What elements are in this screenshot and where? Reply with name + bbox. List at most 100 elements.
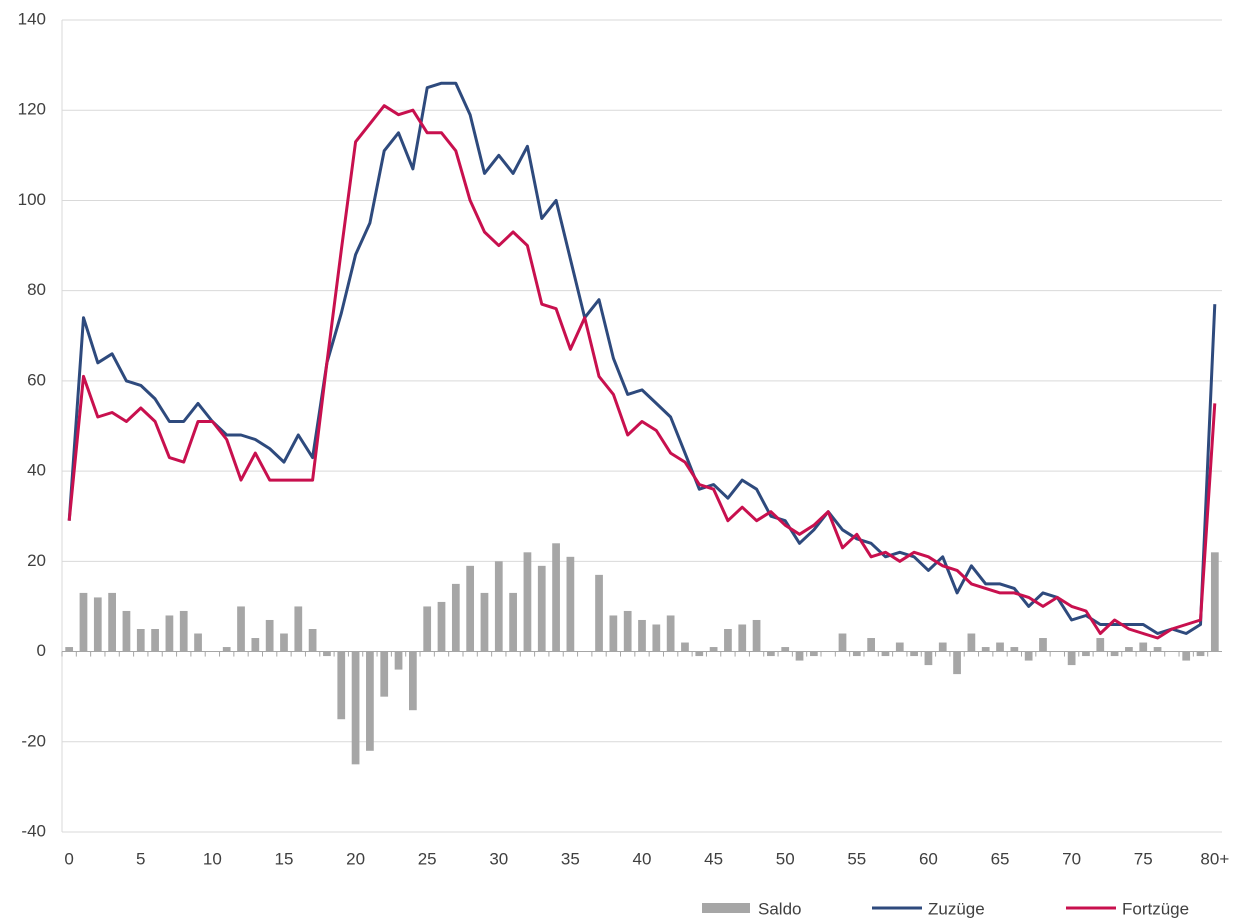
- bar: [595, 574, 603, 652]
- bar: [609, 615, 618, 652]
- bar: [981, 647, 990, 652]
- bar: [466, 565, 475, 652]
- y-tick-label: -20: [21, 731, 46, 750]
- x-tick-label: 20: [346, 849, 365, 868]
- x-tick-label: 60: [919, 849, 938, 868]
- y-tick-label: -40: [21, 821, 46, 840]
- bar: [1139, 642, 1148, 652]
- bar: [509, 592, 517, 652]
- bar: [1082, 651, 1090, 657]
- bar: [924, 651, 933, 666]
- bar: [1039, 638, 1047, 652]
- bar: [251, 638, 260, 652]
- bar: [623, 610, 632, 652]
- bar: [709, 647, 718, 652]
- bar: [93, 597, 102, 652]
- bar: [1196, 651, 1205, 657]
- bar: [1182, 651, 1191, 661]
- bar: [752, 619, 761, 652]
- bar: [122, 610, 131, 652]
- bar: [738, 624, 747, 652]
- bar: [108, 592, 116, 652]
- line: [67, 81, 1217, 635]
- x-tick-label: 75: [1134, 849, 1153, 868]
- x-tick-label: 80+: [1200, 849, 1229, 868]
- x-tick-label: 40: [633, 849, 652, 868]
- legend-label: Zuzüge: [928, 899, 985, 918]
- y-tick-label: 120: [18, 100, 46, 119]
- bar: [537, 565, 546, 652]
- bar: [695, 651, 704, 657]
- x-tick-label: 50: [776, 849, 795, 868]
- x-tick-label: 0: [64, 849, 73, 868]
- x-tick-label: 30: [489, 849, 508, 868]
- bar: [967, 633, 976, 652]
- bar: [494, 561, 503, 652]
- bar: [910, 651, 918, 657]
- bar: [222, 647, 231, 652]
- x-tick-label: 25: [418, 849, 437, 868]
- bar: [437, 601, 446, 652]
- bar: [867, 638, 876, 652]
- y-tick-label: 0: [37, 641, 46, 660]
- y-tick-label: 60: [27, 370, 46, 389]
- bar: [724, 629, 732, 652]
- x-tick-label: 70: [1062, 849, 1081, 868]
- bar: [1125, 647, 1133, 652]
- bar: [179, 610, 188, 652]
- bar: [781, 647, 790, 652]
- x-tick-label: 15: [275, 849, 294, 868]
- bar: [294, 606, 303, 652]
- bar: [795, 651, 804, 661]
- bar: [323, 651, 331, 657]
- bar: [337, 651, 346, 720]
- line: [67, 104, 1217, 640]
- bar: [523, 552, 532, 652]
- legend-swatch: [702, 903, 750, 913]
- bar: [1096, 638, 1105, 652]
- bar: [566, 556, 575, 652]
- bar: [151, 629, 159, 652]
- bar: [1067, 651, 1076, 666]
- bar: [194, 633, 202, 652]
- bar: [136, 629, 145, 652]
- bar: [1153, 647, 1162, 652]
- bar: [895, 642, 904, 652]
- x-tick-label: 10: [203, 849, 222, 868]
- bar: [809, 651, 818, 657]
- bar: [79, 592, 88, 652]
- x-tick-label: 65: [991, 849, 1010, 868]
- bar: [552, 543, 560, 652]
- x-tick-label: 45: [704, 849, 723, 868]
- bar: [881, 651, 890, 657]
- bar: [366, 651, 374, 751]
- legend-label: Saldo: [758, 899, 801, 918]
- x-tick-label: 5: [136, 849, 145, 868]
- bar: [938, 642, 947, 652]
- bar: [652, 624, 661, 652]
- bar: [65, 647, 74, 652]
- y-tick-label: 140: [18, 9, 46, 28]
- bar: [953, 651, 961, 675]
- x-tick-label: 35: [561, 849, 580, 868]
- bar: [638, 619, 646, 652]
- bar: [165, 615, 174, 652]
- bar: [681, 642, 689, 652]
- bar: [480, 592, 489, 652]
- bar: [666, 615, 675, 652]
- bar: [838, 633, 847, 652]
- bar: [265, 619, 274, 652]
- bar: [767, 651, 775, 657]
- bar: [408, 651, 417, 711]
- bar: [423, 606, 432, 652]
- bar: [1210, 552, 1219, 652]
- bar: [308, 629, 317, 652]
- y-tick-label: 100: [18, 190, 46, 209]
- bar: [280, 633, 288, 652]
- bar: [1024, 651, 1033, 661]
- x-tick-label: 55: [847, 849, 866, 868]
- y-tick-label: 20: [27, 551, 46, 570]
- y-tick-label: 40: [27, 461, 46, 480]
- y-tick-label: 80: [27, 280, 46, 299]
